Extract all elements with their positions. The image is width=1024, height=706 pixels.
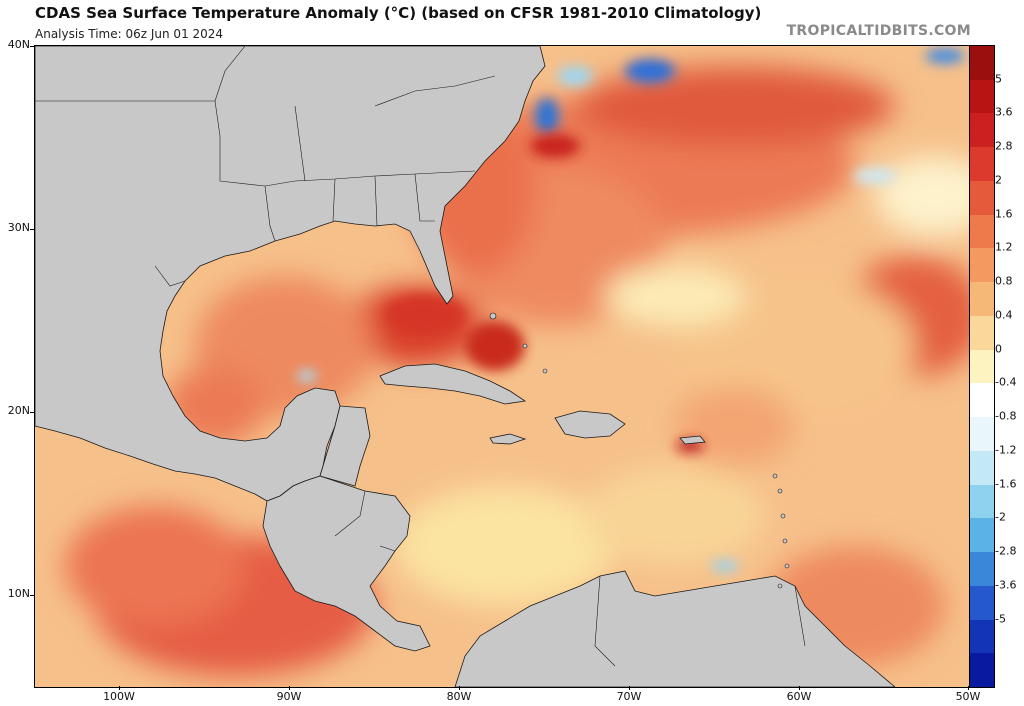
colorbar-swatch <box>970 349 994 384</box>
colorbar-swatch <box>970 46 994 81</box>
lat-label-10n: 10N <box>7 587 30 600</box>
lon-label-100w: 100W <box>103 690 135 703</box>
south-america-land <box>454 570 896 687</box>
colorbar-tick-label: -0.4 <box>995 375 1017 389</box>
colorbar-swatch <box>970 518 994 553</box>
colorbar-swatch <box>970 653 994 688</box>
lat-label-30n: 30N <box>7 221 30 234</box>
colorbar-tick-label: 2 <box>995 173 1002 187</box>
colorbar-swatch <box>970 585 994 621</box>
lon-tick <box>968 686 969 690</box>
colorbar-swatch <box>970 282 994 317</box>
colorbar-swatch <box>970 113 994 148</box>
border-line <box>594 575 616 667</box>
island <box>542 368 548 374</box>
colorbar-tick-label: -2 <box>995 510 1006 524</box>
colorbar-tick-label: 2.8 <box>995 139 1013 153</box>
lat-tick <box>30 46 34 47</box>
border-line <box>794 585 806 647</box>
colorbar-swatch <box>970 417 994 452</box>
colorbar-swatch <box>970 552 994 587</box>
colorbar-swatch <box>970 214 994 249</box>
colorbar-swatch <box>970 484 994 519</box>
colorbar-tick-label: 5 <box>995 72 1002 86</box>
colorbar-tick-label: -0.8 <box>995 409 1017 423</box>
sst-anomaly-map[interactable] <box>34 45 970 688</box>
lesser-antilles <box>489 312 790 589</box>
colorbar-swatch <box>970 79 994 114</box>
lat-tick <box>30 412 34 413</box>
colorbar-swatch <box>970 248 994 283</box>
lon-label-50w: 50W <box>955 690 981 703</box>
lon-tick <box>119 686 120 690</box>
colorbar-swatch <box>970 180 994 216</box>
lon-label-70w: 70W <box>616 690 642 703</box>
cold-anomalies <box>297 48 965 572</box>
colorbar-tick-label: 3.6 <box>995 105 1013 119</box>
lon-label-80w: 80W <box>446 690 472 703</box>
lon-tick <box>799 686 800 690</box>
island <box>784 563 790 569</box>
cuba-land <box>379 363 527 405</box>
hispaniola-land <box>554 410 626 439</box>
source-credit[interactable]: TROPICALTIDBITS.COM <box>786 23 971 39</box>
lon-label-90w: 90W <box>276 690 302 703</box>
colorbar-tick-label: 1.2 <box>995 240 1013 254</box>
island <box>782 538 788 544</box>
colorbar-tick-label: 1.6 <box>995 207 1013 221</box>
border-line <box>374 175 378 227</box>
border-line <box>264 185 276 242</box>
colorbar-tick-label: 0.8 <box>995 274 1013 288</box>
border-line <box>214 46 246 102</box>
jamaica-land <box>489 433 527 445</box>
island <box>772 473 778 479</box>
lon-label-60w: 60W <box>786 690 812 703</box>
border-line <box>414 173 435 222</box>
border-line <box>154 265 186 287</box>
colorbar-swatch <box>970 315 994 351</box>
colorbar-tick-label: -1.2 <box>995 443 1017 457</box>
colorbar-tick-label: -1.6 <box>995 477 1017 491</box>
colorbar-swatch <box>970 147 994 182</box>
colorbar-tick-label: -3.6 <box>995 578 1017 592</box>
map-canvas <box>35 46 969 687</box>
border-line <box>379 545 396 552</box>
border-line <box>35 100 476 187</box>
map-title: CDAS Sea Surface Temperature Anomaly (°C… <box>35 4 762 22</box>
political-borders <box>35 46 806 667</box>
border-line <box>374 75 496 107</box>
border-line <box>294 105 306 182</box>
island <box>777 583 783 589</box>
colorbar-tick-label: 0 <box>995 342 1002 356</box>
island <box>522 343 528 349</box>
colorbar-swatch <box>970 450 994 486</box>
colorbar-swatch <box>970 619 994 654</box>
colorbar-swatch <box>970 383 994 418</box>
lon-tick <box>459 686 460 690</box>
colorbar <box>969 45 995 688</box>
border-line <box>334 490 366 537</box>
anomaly-field <box>65 66 969 676</box>
island <box>489 312 497 320</box>
island <box>780 513 786 519</box>
colorbar-tick-label: 0.4 <box>995 308 1013 322</box>
lon-tick <box>629 686 630 690</box>
yucatan-land <box>319 405 371 487</box>
colorbar-tick-label: -5 <box>995 612 1006 626</box>
lat-tick <box>30 229 34 230</box>
border-line <box>332 178 336 222</box>
puerto-rico-land <box>679 435 706 445</box>
lat-label-40n: 40N <box>7 38 30 51</box>
land <box>35 46 896 687</box>
north-america-land <box>35 46 546 502</box>
lon-tick <box>289 686 290 690</box>
lat-label-20n: 20N <box>7 404 30 417</box>
lat-tick <box>30 595 34 596</box>
colorbar-tick-label: -2.8 <box>995 544 1017 558</box>
analysis-time: Analysis Time: 06z Jun 01 2024 <box>35 27 224 41</box>
island <box>777 488 783 494</box>
